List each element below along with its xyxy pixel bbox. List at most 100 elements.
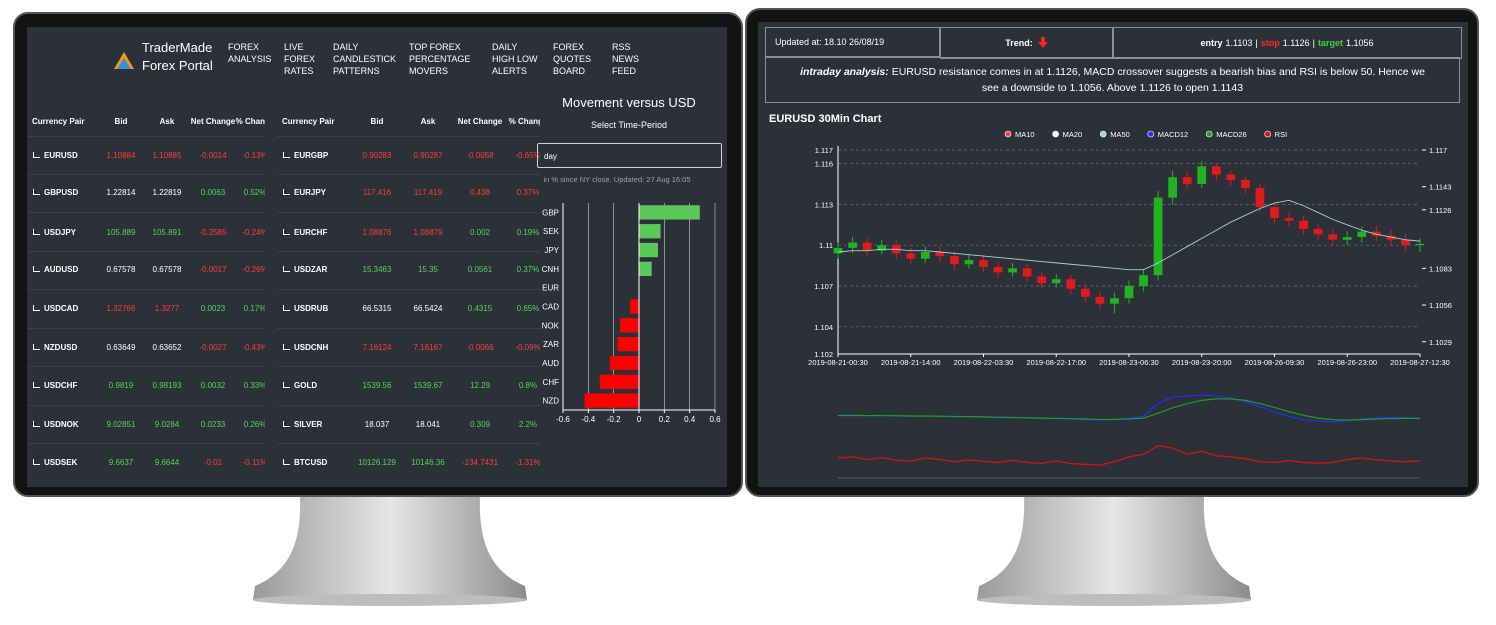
ask-value: 10146.36 xyxy=(411,457,445,467)
nav-item[interactable]: LIVE FOREX RATES xyxy=(284,41,315,77)
nav-line: NEWS xyxy=(612,54,639,64)
nav-line: LIVE xyxy=(284,42,304,52)
x-tick-label: 0.6 xyxy=(709,415,721,424)
stand-base xyxy=(253,594,527,606)
right-screen: EURUSD 30Min Chart 1.102 1.104 1.107 1.11 1.… xyxy=(758,22,1468,487)
y-tick-label: EUR xyxy=(542,284,559,293)
y-tick-label: 1.117 xyxy=(815,146,833,155)
y-tick-label: 1.104 xyxy=(814,323,833,332)
change-value: -0.0017 xyxy=(199,264,227,274)
y-tick-label: NZD xyxy=(543,397,560,406)
candle-body xyxy=(1080,288,1090,297)
nav-item[interactable]: TOP FOREX PERCENTAGE MOVERS xyxy=(409,41,470,77)
bid-value: 18.037 xyxy=(364,419,390,429)
candle-body xyxy=(950,256,959,265)
currency-pair[interactable]: USDNOK xyxy=(33,416,113,432)
ask-value: 0.90287 xyxy=(413,150,443,160)
bid-value: 66.5315 xyxy=(362,303,392,313)
currency-pair[interactable]: SILVER xyxy=(283,416,363,432)
currency-pair[interactable]: NZDUSD xyxy=(33,339,113,355)
x-tick-label: 2019-08-23-20:00 xyxy=(1172,358,1232,367)
target-value: 1.1056 xyxy=(1345,38,1374,48)
nav-item[interactable]: FOREX QUOTES BOARD xyxy=(553,41,591,77)
candle-body xyxy=(1124,286,1134,299)
row-divider xyxy=(27,443,265,444)
legend-label: MACD12 xyxy=(1158,130,1188,139)
currency-pair[interactable]: USDRUB xyxy=(283,300,363,316)
nav-line: FOREX xyxy=(228,42,260,52)
ask-value: 1539.67 xyxy=(413,380,443,390)
candle-body xyxy=(1022,268,1032,277)
currency-pair[interactable]: USDZAR xyxy=(283,261,363,277)
currency-pair[interactable]: USDJPY xyxy=(33,224,113,240)
ask-value: 1.3277 xyxy=(154,303,180,313)
row-divider xyxy=(27,250,265,252)
y-tick-label: SEK xyxy=(543,227,560,236)
logo-text: TraderMade xyxy=(142,40,213,55)
y-tick-label: 1.107 xyxy=(814,282,833,291)
change-value: -0.01 xyxy=(203,457,223,467)
legend-marker xyxy=(1205,130,1213,138)
stop-value: 1.1126 xyxy=(1282,38,1310,48)
row-divider xyxy=(277,136,540,137)
candle-body xyxy=(935,252,945,257)
currency-pair[interactable]: GBPUSD xyxy=(33,184,113,200)
currency-pair[interactable]: USDCNH xyxy=(283,339,363,355)
indicator-line xyxy=(838,398,1420,421)
y2-tick-label: 1.1126 xyxy=(1429,206,1451,215)
currency-pair[interactable]: EURGBP xyxy=(283,147,363,163)
y2-tick-label: 1.1083 xyxy=(1429,264,1452,273)
column-header: Ask xyxy=(159,117,175,126)
row-divider xyxy=(277,404,540,406)
stand xyxy=(253,495,527,600)
pct-value: 0.8% xyxy=(518,380,538,390)
updated-cell: Updated at: 18.10 26/08/19 xyxy=(765,27,940,57)
indicator-line xyxy=(837,444,1421,466)
chart-title: Movement versus USD xyxy=(562,95,696,110)
column-header: Net Change xyxy=(190,117,236,126)
y2-tick-label: 1.1029 xyxy=(1429,338,1452,347)
legend-label: MA20 xyxy=(1063,130,1083,139)
nav-line: ANALYSIS xyxy=(228,54,272,64)
change-value: 0.438 xyxy=(469,187,491,197)
currency-pair[interactable]: USDCHF xyxy=(33,377,113,393)
nav-line: DAILY xyxy=(333,42,359,52)
pct-value: 0.19% xyxy=(516,227,540,237)
x-tick-label: -0.4 xyxy=(581,415,595,424)
candle-body xyxy=(1255,188,1265,208)
currency-pair[interactable]: EURCHF xyxy=(283,224,363,240)
rates-table: Currency Pair Bid Ask Net Change % Change EUR… xyxy=(277,27,540,487)
currency-pair[interactable]: USDCAD xyxy=(33,300,113,316)
bid-value: 0.67578 xyxy=(106,264,136,274)
candle-body xyxy=(1051,279,1061,284)
currency-pair[interactable]: GOLD xyxy=(283,377,363,393)
pct-value: 0.26% xyxy=(243,419,265,429)
currency-pair[interactable]: EURJPY xyxy=(283,184,363,200)
ask-value: 7.16167 xyxy=(413,342,443,352)
y-tick-label: CHF xyxy=(543,378,560,387)
bid-value: 0.9819 xyxy=(108,380,134,390)
analysis-box: intraday analysis: EURUSD resistance com… xyxy=(765,57,1460,103)
column-header: Currency Pair xyxy=(282,117,335,126)
currency-pair[interactable]: EURUSD xyxy=(33,147,113,163)
ask-value: 1.10885 xyxy=(152,150,182,160)
currency-pair[interactable]: USDSEK xyxy=(33,454,113,470)
bid-value: 1.08876 xyxy=(362,227,392,237)
currency-pair[interactable]: BTCUSD xyxy=(283,454,363,470)
time-period-select[interactable]: day xyxy=(537,143,722,168)
ask-value: 0.63652 xyxy=(152,342,182,352)
legend-label: MA10 xyxy=(1015,130,1035,139)
levels-cell: entry 1.1103 | stop 1.1126 | target 1.10… xyxy=(1112,27,1462,59)
pct-value: 0.37% xyxy=(516,264,540,274)
nav-item[interactable]: FOREX ANALYSIS xyxy=(228,41,271,65)
x-tick-label: 0.2 xyxy=(659,415,671,424)
nav-item[interactable]: RSS NEWS FEED xyxy=(612,41,639,77)
candle-body xyxy=(1270,207,1279,218)
separator: | xyxy=(1255,38,1258,48)
change-value: 0.0023 xyxy=(200,303,226,313)
currency-pair[interactable]: AUDUSD xyxy=(33,261,113,277)
nav-item[interactable]: DAILY HIGH LOW ALERTS xyxy=(492,41,538,77)
y-tick-label: 1.116 xyxy=(815,160,833,169)
nav-item[interactable]: DAILY CANDLESTICK PATTERNS xyxy=(333,41,396,77)
